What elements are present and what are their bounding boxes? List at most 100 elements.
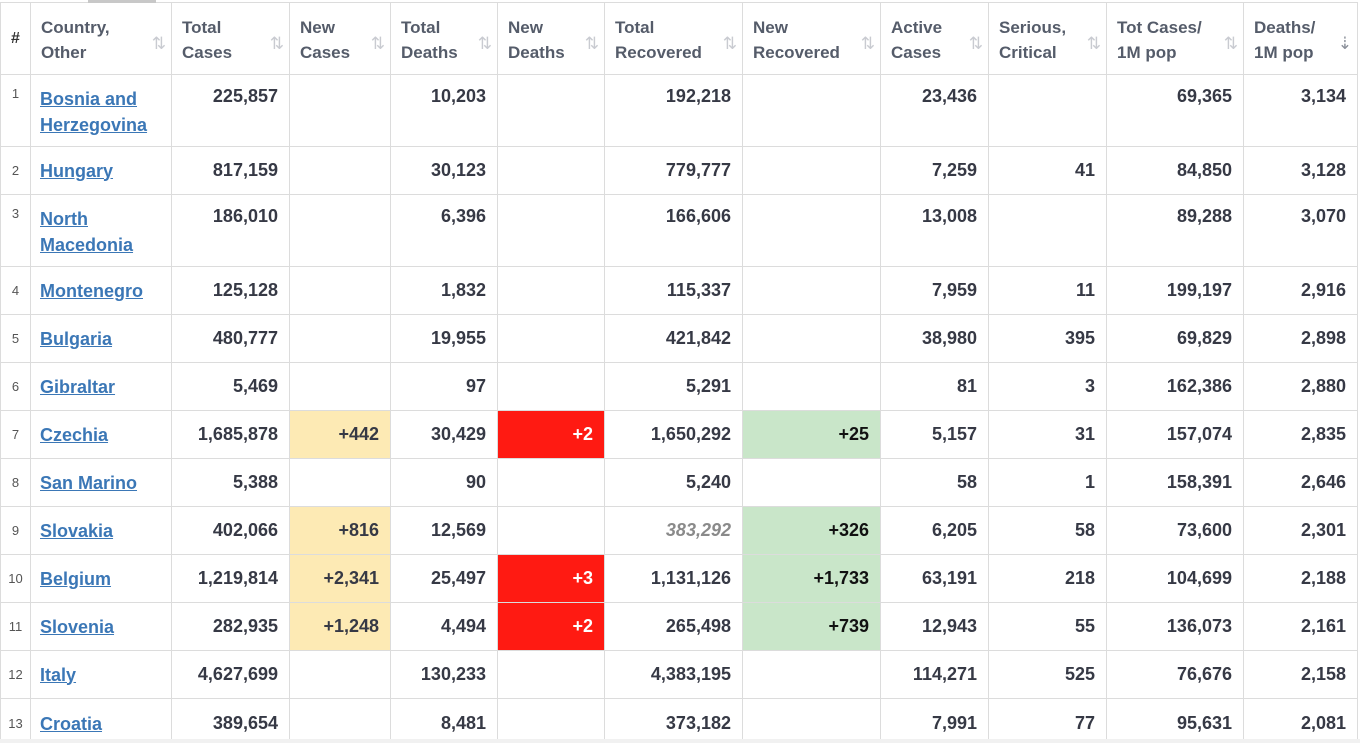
cell-tot-cases-1m: 158,391 <box>1106 458 1244 507</box>
cell-active-cases: 114,271 <box>880 650 989 699</box>
cell-total-cases: 1,219,814 <box>171 554 290 603</box>
cell-total-cases: 186,010 <box>171 194 290 267</box>
table-row: 11 Slovenia 282,935 +1,248 4,494 +2 265,498 +73… <box>0 602 1358 651</box>
country-link[interactable]: Czechia <box>40 424 109 445</box>
cell-new-recovered <box>742 314 881 363</box>
header-deaths-1m[interactable]: Deaths/ 1M pop ⇣ <box>1243 2 1358 75</box>
header-content: New Deaths ⇅ <box>508 15 599 67</box>
country-link[interactable]: Slovenia <box>40 616 115 637</box>
row-country: Slovakia <box>30 506 172 555</box>
header-new-recovered[interactable]: New Recovered ⇅ <box>742 2 881 75</box>
cell-serious-critical: 395 <box>988 314 1107 363</box>
cell-total-cases: 389,654 <box>171 698 290 743</box>
horizontal-scrollbar[interactable] <box>0 739 1360 743</box>
sort-icon[interactable]: ⇅ <box>722 34 737 53</box>
sort-icon[interactable]: ⇅ <box>151 34 166 53</box>
country-link[interactable]: Hungary <box>40 160 114 181</box>
header-label: Total Recovered <box>615 18 702 62</box>
row-rank: 8 <box>0 458 31 507</box>
cell-new-deaths <box>497 650 605 699</box>
cell-new-deaths: +2 <box>497 602 605 651</box>
cell-new-deaths <box>497 698 605 743</box>
cell-total-recovered: 192,218 <box>604 74 743 147</box>
cell-total-recovered: 1,650,292 <box>604 410 743 459</box>
sort-icon[interactable]: ⇅ <box>370 34 385 53</box>
cell-new-deaths: +3 <box>497 554 605 603</box>
header-total-deaths[interactable]: Total Deaths ⇅ <box>390 2 498 75</box>
country-link[interactable]: Bulgaria <box>40 328 113 349</box>
header-new-cases[interactable]: New Cases ⇅ <box>289 2 391 75</box>
header-country[interactable]: Country, Other ⇅ <box>30 2 172 75</box>
header-label: Serious, Critical <box>999 18 1067 62</box>
cell-active-cases: 81 <box>880 362 989 411</box>
cell-deaths-1m: 3,134 <box>1243 74 1358 147</box>
header-rank: # <box>0 2 31 75</box>
cell-deaths-1m: 2,081 <box>1243 698 1358 743</box>
header-label: Country, Other <box>41 18 110 62</box>
sort-icon[interactable]: ⇅ <box>1086 34 1101 53</box>
header-label: Total Cases <box>182 18 233 62</box>
cell-active-cases: 5,157 <box>880 410 989 459</box>
country-link[interactable]: Montenegro <box>40 280 143 301</box>
cell-total-cases: 480,777 <box>171 314 290 363</box>
country-link[interactable]: San Marino <box>40 472 138 493</box>
row-country: Croatia <box>30 698 172 743</box>
sort-icon[interactable]: ⇅ <box>968 34 983 53</box>
sort-icon[interactable]: ⇅ <box>269 34 284 53</box>
cell-new-cases <box>289 458 391 507</box>
header-total-recovered[interactable]: Total Recovered ⇅ <box>604 2 743 75</box>
cell-tot-cases-1m: 157,074 <box>1106 410 1244 459</box>
cell-new-cases: +1,248 <box>289 602 391 651</box>
country-link[interactable]: Gibraltar <box>40 376 116 397</box>
row-rank: 9 <box>0 506 31 555</box>
header-active-cases[interactable]: Active Cases ⇅ <box>880 2 989 75</box>
header-label: New Recovered <box>753 18 840 62</box>
cell-serious-critical: 58 <box>988 506 1107 555</box>
country-link[interactable]: Italy <box>40 664 77 685</box>
header-content: Total Recovered ⇅ <box>615 15 737 67</box>
sort-icon[interactable]: ⇅ <box>477 34 492 53</box>
cell-active-cases: 7,959 <box>880 266 989 315</box>
table-row: 2 Hungary 817,159 30,123 779,777 7,259 41 84,85… <box>0 146 1358 195</box>
sort-icon[interactable]: ⇅ <box>1223 34 1238 53</box>
cell-total-deaths: 4,494 <box>390 602 498 651</box>
country-link[interactable]: Slovakia <box>40 520 114 541</box>
header-serious-critical[interactable]: Serious, Critical ⇅ <box>988 2 1107 75</box>
country-link[interactable]: Bosnia and Herzegovina <box>40 89 148 135</box>
header-label: Active Cases <box>891 18 943 62</box>
header-total-cases[interactable]: Total Cases ⇅ <box>171 2 290 75</box>
table-header-row: # Country, Other ⇅ Total Cases ⇅ New Cases ⇅ To… <box>0 2 1358 75</box>
cell-tot-cases-1m: 84,850 <box>1106 146 1244 195</box>
cell-serious-critical: 77 <box>988 698 1107 743</box>
header-new-deaths[interactable]: New Deaths ⇅ <box>497 2 605 75</box>
header-label: # <box>11 30 20 47</box>
cell-total-cases: 225,857 <box>171 74 290 147</box>
cell-deaths-1m: 2,161 <box>1243 602 1358 651</box>
table-row: 6 Gibraltar 5,469 97 5,291 81 3 162,386 2,880 <box>0 362 1358 411</box>
cell-total-deaths: 130,233 <box>390 650 498 699</box>
cell-deaths-1m: 2,301 <box>1243 506 1358 555</box>
country-link[interactable]: Belgium <box>40 568 112 589</box>
cell-deaths-1m: 3,128 <box>1243 146 1358 195</box>
row-rank: 3 <box>0 194 31 267</box>
cell-active-cases: 6,205 <box>880 506 989 555</box>
cell-new-cases <box>289 266 391 315</box>
cell-deaths-1m: 2,188 <box>1243 554 1358 603</box>
header-tot-cases-1m[interactable]: Tot Cases/ 1M pop ⇅ <box>1106 2 1244 75</box>
cell-total-cases: 402,066 <box>171 506 290 555</box>
cell-total-recovered: 373,182 <box>604 698 743 743</box>
row-rank: 5 <box>0 314 31 363</box>
cell-tot-cases-1m: 199,197 <box>1106 266 1244 315</box>
sort-icon[interactable]: ⇅ <box>860 34 875 53</box>
table-row: 9 Slovakia 402,066 +816 12,569 383,292 +326 6,2… <box>0 506 1358 555</box>
cell-deaths-1m: 2,646 <box>1243 458 1358 507</box>
country-link[interactable]: Croatia <box>40 713 103 734</box>
cell-serious-critical: 3 <box>988 362 1107 411</box>
cell-active-cases: 12,943 <box>880 602 989 651</box>
country-link[interactable]: North Macedonia <box>40 209 134 255</box>
header-content: New Recovered ⇅ <box>753 15 875 67</box>
sort-icon[interactable]: ⇅ <box>584 34 599 53</box>
sort-icon[interactable]: ⇣ <box>1337 34 1352 53</box>
header-content: Deaths/ 1M pop ⇣ <box>1254 15 1352 67</box>
cell-tot-cases-1m: 136,073 <box>1106 602 1244 651</box>
